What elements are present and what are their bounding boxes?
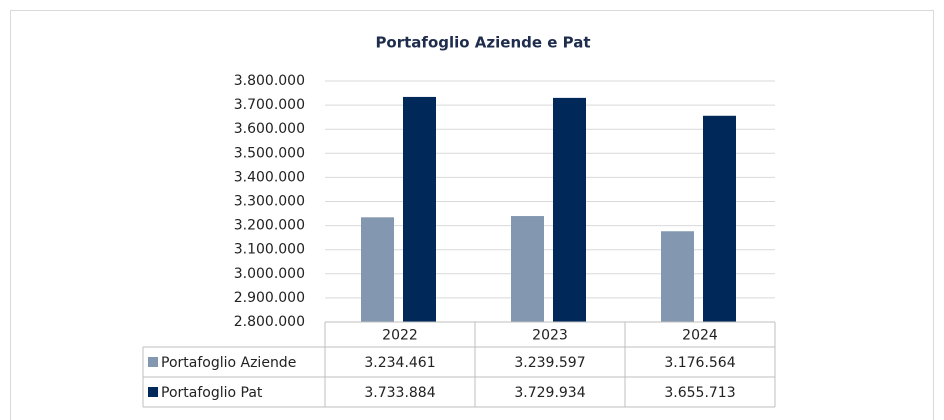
data-label: 3.655.713 xyxy=(664,385,735,401)
legend-label: Portafoglio Pat xyxy=(161,385,263,401)
y-tick-label: 2.800.000 xyxy=(234,314,305,330)
x-tick-label: 2022 xyxy=(382,328,418,344)
data-label: 3.729.934 xyxy=(514,385,585,401)
legend-swatch xyxy=(148,357,158,367)
x-tick-label: 2024 xyxy=(682,328,718,344)
y-tick-label: 2.900.000 xyxy=(234,290,305,306)
chart-border xyxy=(10,10,934,420)
x-tick-label: 2023 xyxy=(532,328,568,344)
y-tick-label: 3.500.000 xyxy=(234,145,305,161)
data-label: 3.234.461 xyxy=(364,355,435,371)
y-tick-label: 3.600.000 xyxy=(234,121,305,137)
chart-title: Portafoglio Aziende e Pat xyxy=(375,34,590,52)
bar xyxy=(511,216,544,322)
y-tick-label: 3.100.000 xyxy=(234,242,305,258)
legend-label: Portafoglio Aziende xyxy=(161,355,296,371)
y-tick-label: 3.200.000 xyxy=(234,218,305,234)
bar xyxy=(661,231,694,322)
data-label: 3.239.597 xyxy=(514,355,585,371)
y-tick-label: 3.300.000 xyxy=(234,194,305,210)
data-label: 3.733.884 xyxy=(364,385,435,401)
y-tick-label: 3.700.000 xyxy=(234,97,305,113)
bar xyxy=(553,97,586,323)
bar xyxy=(703,115,736,323)
y-tick-label: 3.000.000 xyxy=(234,266,305,282)
y-tick-label: 3.800.000 xyxy=(234,73,305,89)
y-tick-label: 3.400.000 xyxy=(234,169,305,185)
legend-swatch xyxy=(148,387,158,397)
data-label: 3.176.564 xyxy=(664,355,735,371)
bar xyxy=(361,217,394,322)
bar xyxy=(403,96,436,322)
